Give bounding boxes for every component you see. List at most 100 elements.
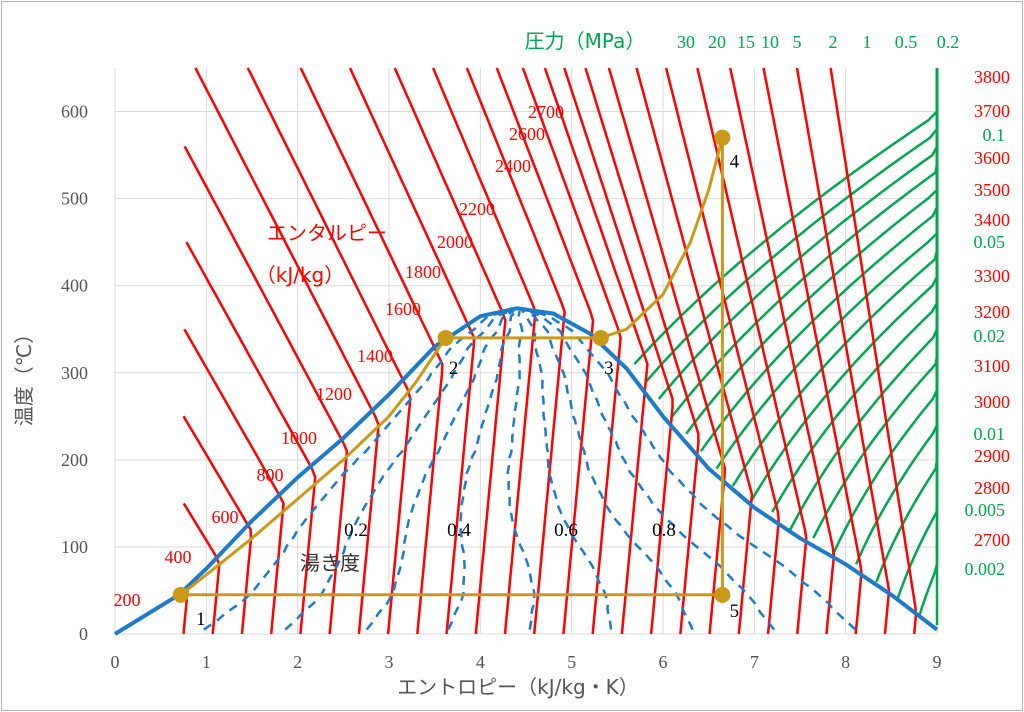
enthalpy-label: 1200 [316, 384, 352, 404]
enthalpy-label: 800 [257, 465, 284, 485]
pressure-top-label: 20 [708, 32, 726, 52]
pressure-lines [633, 68, 939, 626]
enthalpy-label: 400 [165, 547, 192, 567]
enthalpy-line [664, 67, 780, 635]
enthalpy-label: 2000 [437, 232, 473, 252]
enthalpy-line [183, 145, 349, 635]
pressure-top-label: 30 [677, 32, 695, 52]
y-tick-label: 400 [61, 276, 88, 296]
enthalpy-label-1: エンタルピー [267, 221, 387, 245]
enthalpy-right-label: 3800 [974, 67, 1010, 87]
enthalpy-line [607, 67, 727, 635]
enthalpy-line [465, 67, 566, 635]
quality-line [506, 310, 536, 630]
pressure-right-label: 0.1 [983, 125, 1006, 145]
pressure-line [715, 68, 939, 470]
pressure-top-label: 10 [761, 32, 779, 52]
enthalpy-line [194, 67, 380, 635]
enthalpy-line [431, 67, 537, 635]
enthalpy-right-label: 3700 [974, 101, 1010, 121]
quality-lines [203, 309, 857, 631]
y-tick-label: 300 [61, 363, 88, 383]
enthalpy-right-label: 3400 [974, 210, 1010, 230]
pressure-top-label: 0.5 [895, 32, 918, 52]
pressure-right-label: 0.005 [965, 500, 1006, 520]
chart-labels: 2004006008001000120014001600180020002200… [114, 32, 1011, 610]
quality-value-label: 0.8 [652, 520, 676, 541]
quality-value-label: 0.4 [447, 520, 471, 541]
y-tick-label: 500 [61, 189, 88, 209]
cycle-point-3 [592, 329, 609, 346]
y-tick-label: 100 [61, 537, 88, 557]
x-tick-label: 7 [750, 652, 759, 672]
enthalpy-label: 1600 [385, 299, 421, 319]
cycle-point-label: 3 [604, 358, 614, 379]
y-tick-label: 200 [61, 450, 88, 470]
pressure-top-label: 0.2 [937, 32, 960, 52]
cycle-point-label: 5 [730, 601, 740, 622]
pressure-top-label: 1 [863, 32, 872, 52]
enthalpy-label-2: （kJ/kg） [256, 263, 345, 287]
y-tick-label: 600 [61, 102, 88, 122]
pressure-line [671, 68, 939, 418]
x-tick-label: 9 [933, 652, 942, 672]
pressure-right-label: 0.002 [965, 559, 1006, 579]
quality-line [447, 309, 518, 631]
cycle-point-label: 4 [730, 152, 740, 173]
enthalpy-label: 1800 [405, 262, 441, 282]
cycle-point-1 [172, 586, 189, 603]
pressure-top-label: 15 [737, 32, 755, 52]
quality-line [521, 310, 613, 630]
x-tick-label: 6 [659, 652, 668, 672]
enthalpy-line [635, 67, 754, 635]
x-tick-label: 1 [202, 652, 211, 672]
enthalpy-right-label: 3500 [974, 180, 1010, 200]
enthalpy-right-label: 2700 [974, 530, 1010, 550]
saturation-curve [113, 306, 939, 636]
x-tick-label: 8 [841, 652, 850, 672]
enthalpy-right-label: 2800 [974, 478, 1010, 498]
quality-line [203, 309, 509, 631]
pressure-right-label: 0.02 [974, 326, 1006, 346]
cycle-point-2 [437, 329, 454, 346]
quality-line [530, 309, 857, 631]
x-tick-label: 3 [385, 652, 394, 672]
x-axis-label: エントロピー（kJ/kg・K） [397, 675, 639, 699]
cycle-line [179, 137, 724, 597]
pressure-top-label: 5 [793, 32, 802, 52]
quality-label: 湯き度 [300, 551, 360, 575]
enthalpy-line [795, 67, 891, 635]
enthalpy-label: 2400 [495, 156, 531, 176]
enthalpy-label: 1000 [281, 428, 317, 448]
y-tick-label: 0 [79, 624, 88, 644]
enthalpy-right-label: 2900 [974, 446, 1010, 466]
enthalpy-line [584, 67, 700, 635]
enthalpy-label: 2200 [459, 199, 495, 219]
pressure-right-label: 0.05 [974, 232, 1006, 252]
x-tick-label: 0 [111, 652, 120, 672]
enthalpy-label: 1400 [357, 346, 393, 366]
enthalpy-line [183, 328, 285, 635]
quality-value-label: 0.2 [344, 520, 368, 541]
enthalpy-line [762, 67, 863, 635]
quality-line [524, 309, 694, 631]
enthalpy-line [182, 502, 221, 635]
pressure-top-label: 2 [829, 32, 838, 52]
enthalpy-right-label: 3100 [974, 356, 1010, 376]
saturation-dome [113, 306, 939, 636]
x-tick-label: 5 [567, 652, 576, 672]
pressure-line [699, 68, 939, 452]
enthalpy-right-label: 3000 [974, 392, 1010, 412]
pressure-right-label: 0.01 [974, 424, 1006, 444]
enthalpy-label: 600 [212, 507, 239, 527]
enthalpy-right-label: 3600 [974, 148, 1010, 168]
enthalpy-line [563, 67, 674, 635]
enthalpy-line [728, 67, 836, 635]
cycle-path: 1 2 3 4 5 [172, 129, 740, 630]
enthalpy-line [495, 67, 595, 635]
cycle-point-5 [714, 586, 731, 603]
enthalpy-lines [182, 67, 918, 635]
enthalpy-label: 2700 [528, 102, 564, 122]
cycle-point-label: 1 [196, 609, 206, 630]
